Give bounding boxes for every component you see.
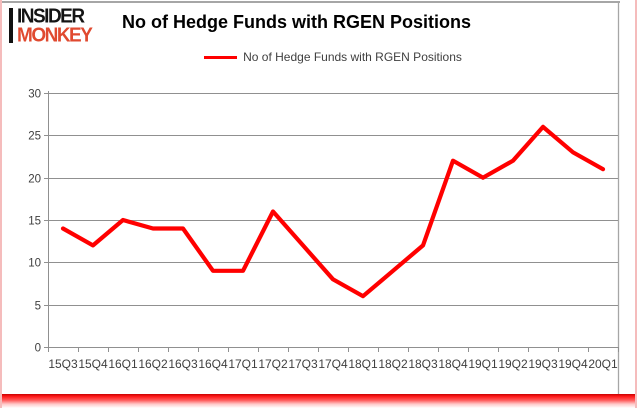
x-axis-label-19Q3: 19Q3 [528, 357, 558, 371]
x-axis-label-15Q3: 15Q3 [48, 357, 78, 371]
x-axis-label-19Q1: 19Q1 [468, 357, 498, 371]
chart-title: No of Hedge Funds with RGEN Positions [122, 12, 471, 32]
x-axis-label-20Q1: 20Q1 [588, 357, 618, 371]
x-axis-label-17Q2: 17Q2 [258, 357, 288, 371]
y-axis-label: 20 [28, 174, 41, 186]
legend-series-label: No of Hedge Funds with RGEN Positions [243, 50, 462, 64]
logo-word-monkey: MONKEY [17, 24, 93, 47]
x-axis-label-17Q4: 17Q4 [318, 357, 348, 371]
x-axis-label-16Q1: 16Q1 [108, 357, 138, 371]
y-axis-label: 30 [28, 89, 41, 101]
x-axis-label-16Q2: 16Q2 [138, 357, 168, 371]
x-axis-label-19Q4: 19Q4 [558, 357, 588, 371]
x-axis-label-18Q3: 18Q3 [408, 357, 438, 371]
insider-monkey-logo: INSIDER MONKEY [9, 5, 93, 47]
y-axis-label: 15 [28, 216, 41, 228]
y-axis-label: 25 [28, 131, 41, 143]
logo-left-bar [9, 8, 13, 44]
x-axis-label-18Q2: 18Q2 [378, 357, 408, 371]
logo-text: INSIDER MONKEY [17, 5, 93, 47]
x-axis-label-15Q4: 15Q4 [78, 357, 108, 371]
y-axis-label: 0 [35, 343, 41, 355]
y-axis-label: 5 [35, 301, 41, 313]
x-axis-label-17Q1: 17Q1 [228, 357, 258, 371]
series-line-hedge-funds [60, 124, 606, 299]
logo-word-insider: INSIDER [17, 5, 85, 28]
x-axis-label-18Q1: 18Q1 [348, 357, 378, 371]
x-axis-label-16Q4: 16Q4 [198, 357, 228, 371]
legend-line-swatch [204, 55, 238, 59]
chart-legend: No of Hedge Funds with RGEN Positions [48, 50, 618, 64]
x-axis-label-16Q3: 16Q3 [168, 357, 198, 371]
y-axis-label: 10 [28, 258, 41, 270]
x-axis-label-18Q4: 18Q4 [438, 357, 468, 371]
x-axis-label-19Q2: 19Q2 [498, 357, 528, 371]
x-axis-label-17Q3: 17Q3 [288, 357, 318, 371]
